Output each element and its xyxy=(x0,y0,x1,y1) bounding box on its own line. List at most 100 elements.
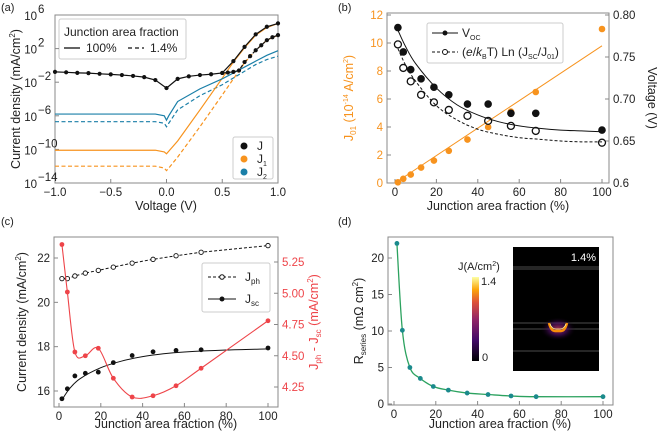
colorbar-title: J(A/cm2) xyxy=(458,261,500,273)
j01-point xyxy=(394,179,402,186)
voc-point xyxy=(484,100,492,108)
series-J-point xyxy=(119,72,124,78)
junction-hotspot xyxy=(547,322,569,333)
j01-point xyxy=(445,147,453,155)
legend-voc-label: VOC xyxy=(462,26,481,42)
vcalc-point xyxy=(393,40,403,49)
series-J-point xyxy=(253,48,258,53)
jsc-point xyxy=(198,347,204,353)
inset-heatmap xyxy=(513,247,599,371)
panel-b-legend: VOC (e/kBT) Ln (JSC/J01) xyxy=(426,22,564,64)
panel-c-xtick-label: 80 xyxy=(220,411,233,423)
jsc-point xyxy=(64,386,70,392)
jph-minus-jsc-point xyxy=(173,383,179,389)
panel-a-xtick-label: 1.0 xyxy=(270,187,286,199)
panel-c-right-ytick-label: 4.75 xyxy=(282,320,304,332)
panel-d-ytick-label: 10 xyxy=(371,326,384,338)
legend-vcalc-label: (e/kBT) Ln (JSC/J01) xyxy=(462,45,559,61)
series-J-point xyxy=(142,75,147,80)
panel-b-xtick-label: 60 xyxy=(513,187,526,199)
jsc-point xyxy=(82,370,88,376)
panel-d-xtick-label: 100 xyxy=(593,409,612,421)
voc-point xyxy=(507,109,515,118)
panel-a-chart: Voltage (V) Current density (mA/cm2) Jun… xyxy=(8,4,286,213)
j01-point xyxy=(598,25,606,33)
panel-c-ylabel-right: Jph - Jsc (mA/cm2) xyxy=(306,274,323,370)
legend-jsc-marker xyxy=(219,296,225,302)
series-J-point xyxy=(175,76,180,81)
legend-J2-marker xyxy=(240,168,248,176)
j01-point xyxy=(484,123,492,131)
panel-b-left-ytick-label: 10 xyxy=(370,38,383,50)
series-J-point xyxy=(259,43,264,48)
panel-d-xtick-label: 80 xyxy=(555,409,568,421)
panel-b-right-ytick-label: 0.75 xyxy=(613,52,635,64)
panel-a-ytick-label: 10 xyxy=(24,11,37,23)
voc-point xyxy=(445,91,453,99)
panel-b-right-ytick-label: 0.65 xyxy=(613,136,635,148)
legend-voc-marker xyxy=(442,30,448,36)
voc-point xyxy=(430,83,438,92)
series-J-point xyxy=(220,70,225,76)
vcalc-point xyxy=(506,121,516,131)
jph-point xyxy=(198,249,204,255)
vcalc-point xyxy=(416,90,426,99)
panel-a-ytick-label: 10 xyxy=(24,179,37,191)
rseries-point xyxy=(600,394,606,400)
panel-a-xlabel: Voltage (V) xyxy=(135,199,197,213)
panel-label-d: (d) xyxy=(338,216,351,228)
inset-label: 1.4% xyxy=(571,252,596,264)
panel-a-xtick-label: 0.5 xyxy=(214,187,230,199)
voc-point xyxy=(394,23,402,32)
rseries-point xyxy=(407,365,413,370)
panel-b-xlabel: Junction area fraction (%) xyxy=(427,199,569,213)
vcalc-point xyxy=(444,105,453,115)
voc-point xyxy=(406,65,415,74)
series-J-point xyxy=(231,59,236,64)
jsc-point xyxy=(95,369,101,375)
panel-d-frame xyxy=(387,236,614,406)
panel-c-right-ytick-label: 4.50 xyxy=(282,351,304,363)
panel-b-right-ytick-label: 0.70 xyxy=(613,94,635,106)
panel-a-ytick-exponent: −6 xyxy=(38,105,51,117)
series-J-point xyxy=(264,38,269,43)
j01-fit-line xyxy=(394,45,603,184)
panel-label-c: (c) xyxy=(1,216,14,228)
panel-a-style-legend: Junction area fraction 100% 1.4% xyxy=(58,18,187,60)
panel-a-ylabel: Current density (mA/cm2) xyxy=(8,29,23,169)
series-J-point xyxy=(264,24,269,29)
legend-jph-label: Jph xyxy=(245,270,260,286)
jph-minus-jsc-point xyxy=(64,289,70,295)
panel-b-chart: Junction area fraction (%) J01 (10-14 A/… xyxy=(342,10,657,213)
panel-a-ytick-label: 10 xyxy=(24,145,37,157)
vcalc-point xyxy=(597,138,607,147)
vcalc-point xyxy=(399,63,408,73)
panel-label-a: (a) xyxy=(1,2,14,14)
jph-point xyxy=(82,270,88,276)
voc-fit-line xyxy=(397,29,603,133)
voc-point xyxy=(417,75,425,83)
panel-c-left-ytick-label: 16 xyxy=(37,386,50,398)
rseries-point xyxy=(394,241,400,246)
rseries-point xyxy=(417,376,423,381)
jph-point xyxy=(129,260,135,266)
series-J-point xyxy=(153,77,158,83)
voc-point xyxy=(463,100,472,108)
series-J-point xyxy=(130,73,136,79)
colorbar xyxy=(472,277,479,361)
jph-minus-jsc-point xyxy=(110,375,116,381)
jph-minus-jsc-point xyxy=(72,349,78,355)
panel-a-series-legend: J J1 J2 xyxy=(232,136,274,181)
rseries-point xyxy=(445,387,451,393)
panel-a-ytick-exponent: 2 xyxy=(38,38,44,50)
jph-minus-jsc-point xyxy=(59,242,65,247)
series-J2-1.4%-line xyxy=(55,55,279,128)
panel-b-left-ytick-label: 0 xyxy=(377,178,383,190)
panel-b-left-ytick-label: 6 xyxy=(377,94,383,106)
vcalc-point xyxy=(429,98,439,107)
jph-point xyxy=(59,275,65,282)
panel-b-left-ytick-label: 12 xyxy=(370,10,383,22)
current-density-inset: J(A/cm2) 1.4 0 1.4% xyxy=(458,247,599,371)
series-J-point xyxy=(225,70,230,75)
